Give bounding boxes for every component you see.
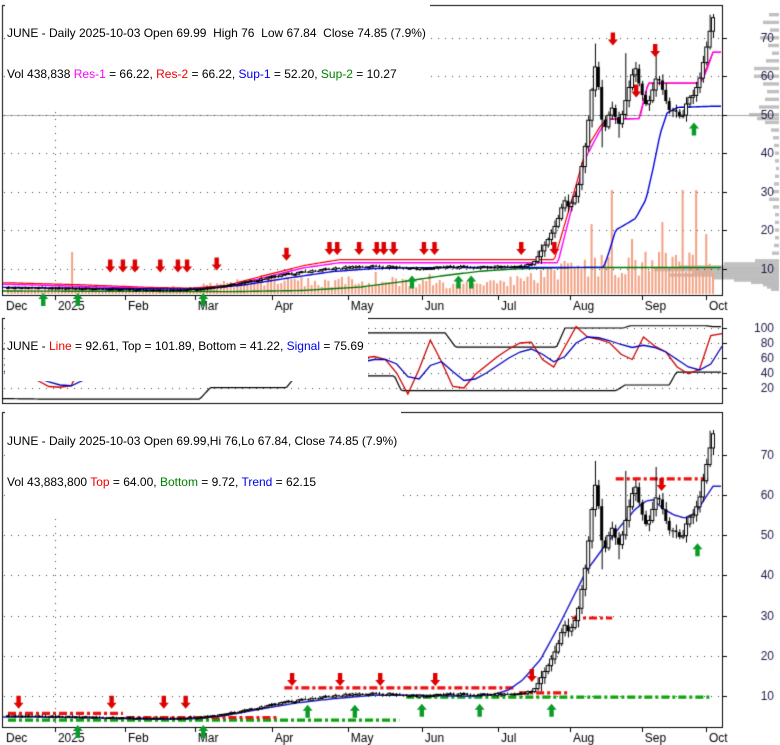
header-text-part: = 10.27 (352, 66, 397, 81)
header-text-part: Trend (241, 474, 273, 489)
header-text-part: = 52.20, (270, 66, 321, 81)
header-text-part: Res-1 (73, 66, 106, 81)
panel2-title: JUNE - Line = 92.61, Top = 101.89, Botto… (7, 339, 364, 354)
panel3-indicator-values: Vol 43,883,800 Top = 64.00, Bottom = 9.7… (7, 474, 397, 490)
header-text-part: Line (49, 339, 72, 353)
panel1-header: JUNE - Daily 2025-10-03 Open 69.99 High … (5, 0, 430, 108)
header-text-part: Bottom (159, 474, 198, 489)
header-text-part: = 66.22, (105, 66, 157, 81)
header-text-part: Sup-1 (238, 66, 271, 81)
header-text-part: = 75.69 (320, 339, 364, 353)
header-text-part: Res-2 (156, 66, 189, 81)
panel2-header: JUNE - Line = 92.61, Top = 101.89, Botto… (5, 313, 368, 381)
panel3-title: JUNE - Daily 2025-10-03 Open 69.99,Hi 76… (7, 434, 398, 448)
header-text-part: = 92.61, Top = 101.89, Bottom = 41.22, (71, 339, 287, 353)
header-text-part: Vol 43,883,800 (7, 474, 91, 489)
header-text-part: Top (90, 474, 110, 489)
header-text-part: Vol 438,838 (7, 66, 74, 81)
header-text-part: = 64.00, (109, 474, 160, 489)
panel3-header: JUNE - Daily 2025-10-03 Open 69.99,Hi 76… (5, 408, 402, 516)
header-text-part: = 9.72, (197, 474, 242, 489)
header-text-part: = 66.22, (188, 66, 239, 81)
header-text-part: JUNE - (7, 339, 49, 353)
panel1-title: JUNE - Daily 2025-10-03 Open 69.99 High … (7, 26, 426, 40)
header-text-part: Signal (286, 339, 320, 353)
header-text-part: Sup-2 (320, 66, 353, 81)
panel1-indicator-values: Vol 438,838 Res-1 = 66.22, Res-2 = 66.22… (7, 66, 426, 82)
header-text-part: = 62.15 (272, 474, 317, 489)
